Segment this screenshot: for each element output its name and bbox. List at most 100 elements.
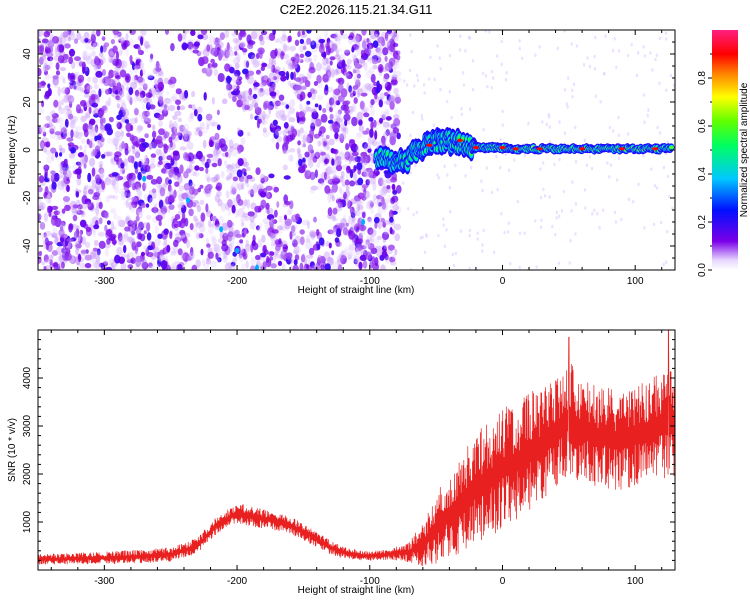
faint-speckle — [541, 120, 544, 124]
noise-blob — [151, 241, 156, 250]
noise-blob — [149, 197, 155, 205]
noise-blob — [281, 115, 287, 121]
noise-blob — [335, 48, 343, 53]
noise-blob — [68, 56, 73, 65]
noise-blob — [85, 42, 90, 50]
faint-speckle — [563, 131, 567, 135]
noise-blob — [292, 239, 298, 248]
noise-blob — [302, 157, 306, 163]
noise-blob — [173, 172, 181, 180]
spectrogram-y-axis-label: Frequency (Hz) — [7, 116, 18, 185]
noise-blob — [90, 94, 96, 101]
faint-speckle — [421, 117, 424, 121]
noise-blob — [376, 235, 383, 240]
noise-blob — [146, 73, 154, 79]
noise-blob — [67, 36, 71, 42]
noise-blob — [45, 194, 52, 204]
bright-spot — [361, 219, 366, 225]
noise-blob — [203, 92, 207, 101]
noise-blob — [38, 202, 46, 211]
noise-blob — [313, 108, 317, 114]
noise-blob — [108, 194, 115, 199]
noise-blob — [51, 250, 59, 256]
noise-blob — [388, 96, 396, 103]
noise-blob — [177, 33, 183, 42]
noise-blob — [376, 194, 383, 200]
noise-blob — [54, 44, 59, 52]
faint-speckle — [643, 120, 646, 124]
faint-speckle — [547, 112, 550, 117]
faint-speckle — [611, 48, 615, 53]
noise-blob — [91, 34, 95, 39]
noise-blob — [114, 90, 119, 95]
noise-blob — [104, 123, 112, 131]
noise-blob — [190, 246, 194, 257]
noise-blob — [175, 99, 181, 105]
noise-blob — [179, 146, 187, 151]
faint-speckle — [407, 207, 410, 211]
noise-blob — [246, 174, 253, 180]
noise-blob — [105, 228, 113, 237]
faint-speckle — [500, 39, 503, 44]
noise-blob — [74, 38, 79, 44]
noise-blob — [229, 169, 235, 179]
noise-blob — [357, 88, 364, 96]
noise-blob — [99, 56, 106, 64]
noise-blob — [85, 226, 92, 232]
noise-blob — [151, 130, 157, 139]
noise-blob — [344, 189, 351, 197]
noise-blob — [307, 106, 312, 112]
noise-blob — [182, 31, 187, 40]
noise-blob — [38, 213, 42, 221]
noise-blob — [367, 218, 373, 224]
noise-blob — [337, 95, 345, 103]
faint-speckle — [453, 263, 456, 268]
noise-blob — [54, 151, 59, 158]
noise-blob — [336, 158, 341, 167]
faint-speckle — [642, 93, 646, 97]
noise-blob — [325, 176, 332, 184]
faint-speckle — [411, 110, 415, 115]
noise-blob — [237, 149, 241, 154]
noise-blob — [363, 242, 371, 249]
spectrogram-plot-area — [38, 30, 675, 270]
noise-blob — [121, 141, 125, 149]
noise-blob — [116, 103, 121, 109]
noise-blob — [87, 124, 93, 129]
noise-blob — [291, 237, 295, 244]
noise-blob — [147, 123, 152, 128]
noise-blob — [193, 109, 198, 117]
noise-blob — [382, 123, 389, 131]
noise-blob — [274, 209, 278, 218]
noise-blob — [127, 192, 132, 201]
noise-blob — [123, 175, 127, 181]
noise-blob — [79, 229, 84, 235]
noise-blob — [58, 144, 63, 152]
noise-blob — [216, 109, 220, 116]
noise-blob — [75, 243, 82, 249]
noise-blob — [386, 185, 391, 190]
noise-blob — [295, 213, 301, 221]
faint-speckle — [646, 113, 649, 118]
noise-blob — [318, 104, 322, 111]
noise-blob — [256, 184, 264, 192]
faint-speckle — [553, 162, 556, 167]
noise-blob — [307, 169, 311, 177]
noise-blob — [287, 35, 291, 43]
faint-speckle — [501, 123, 504, 127]
noise-blob — [43, 147, 47, 153]
snr-x-tick-label: -300 — [94, 576, 114, 587]
noise-blob — [290, 65, 294, 70]
snr-y-tick-label: 2000 — [22, 462, 33, 485]
noise-blob — [266, 209, 270, 215]
noise-blob — [329, 56, 336, 61]
noise-blob — [205, 113, 213, 121]
noise-blob — [38, 67, 42, 77]
noise-blob — [98, 240, 106, 249]
noise-blob — [324, 30, 329, 38]
noise-blob — [141, 142, 149, 149]
faint-speckle — [413, 84, 416, 88]
noise-blob — [193, 215, 198, 222]
noise-blob — [92, 247, 98, 252]
faint-speckle — [627, 197, 631, 202]
